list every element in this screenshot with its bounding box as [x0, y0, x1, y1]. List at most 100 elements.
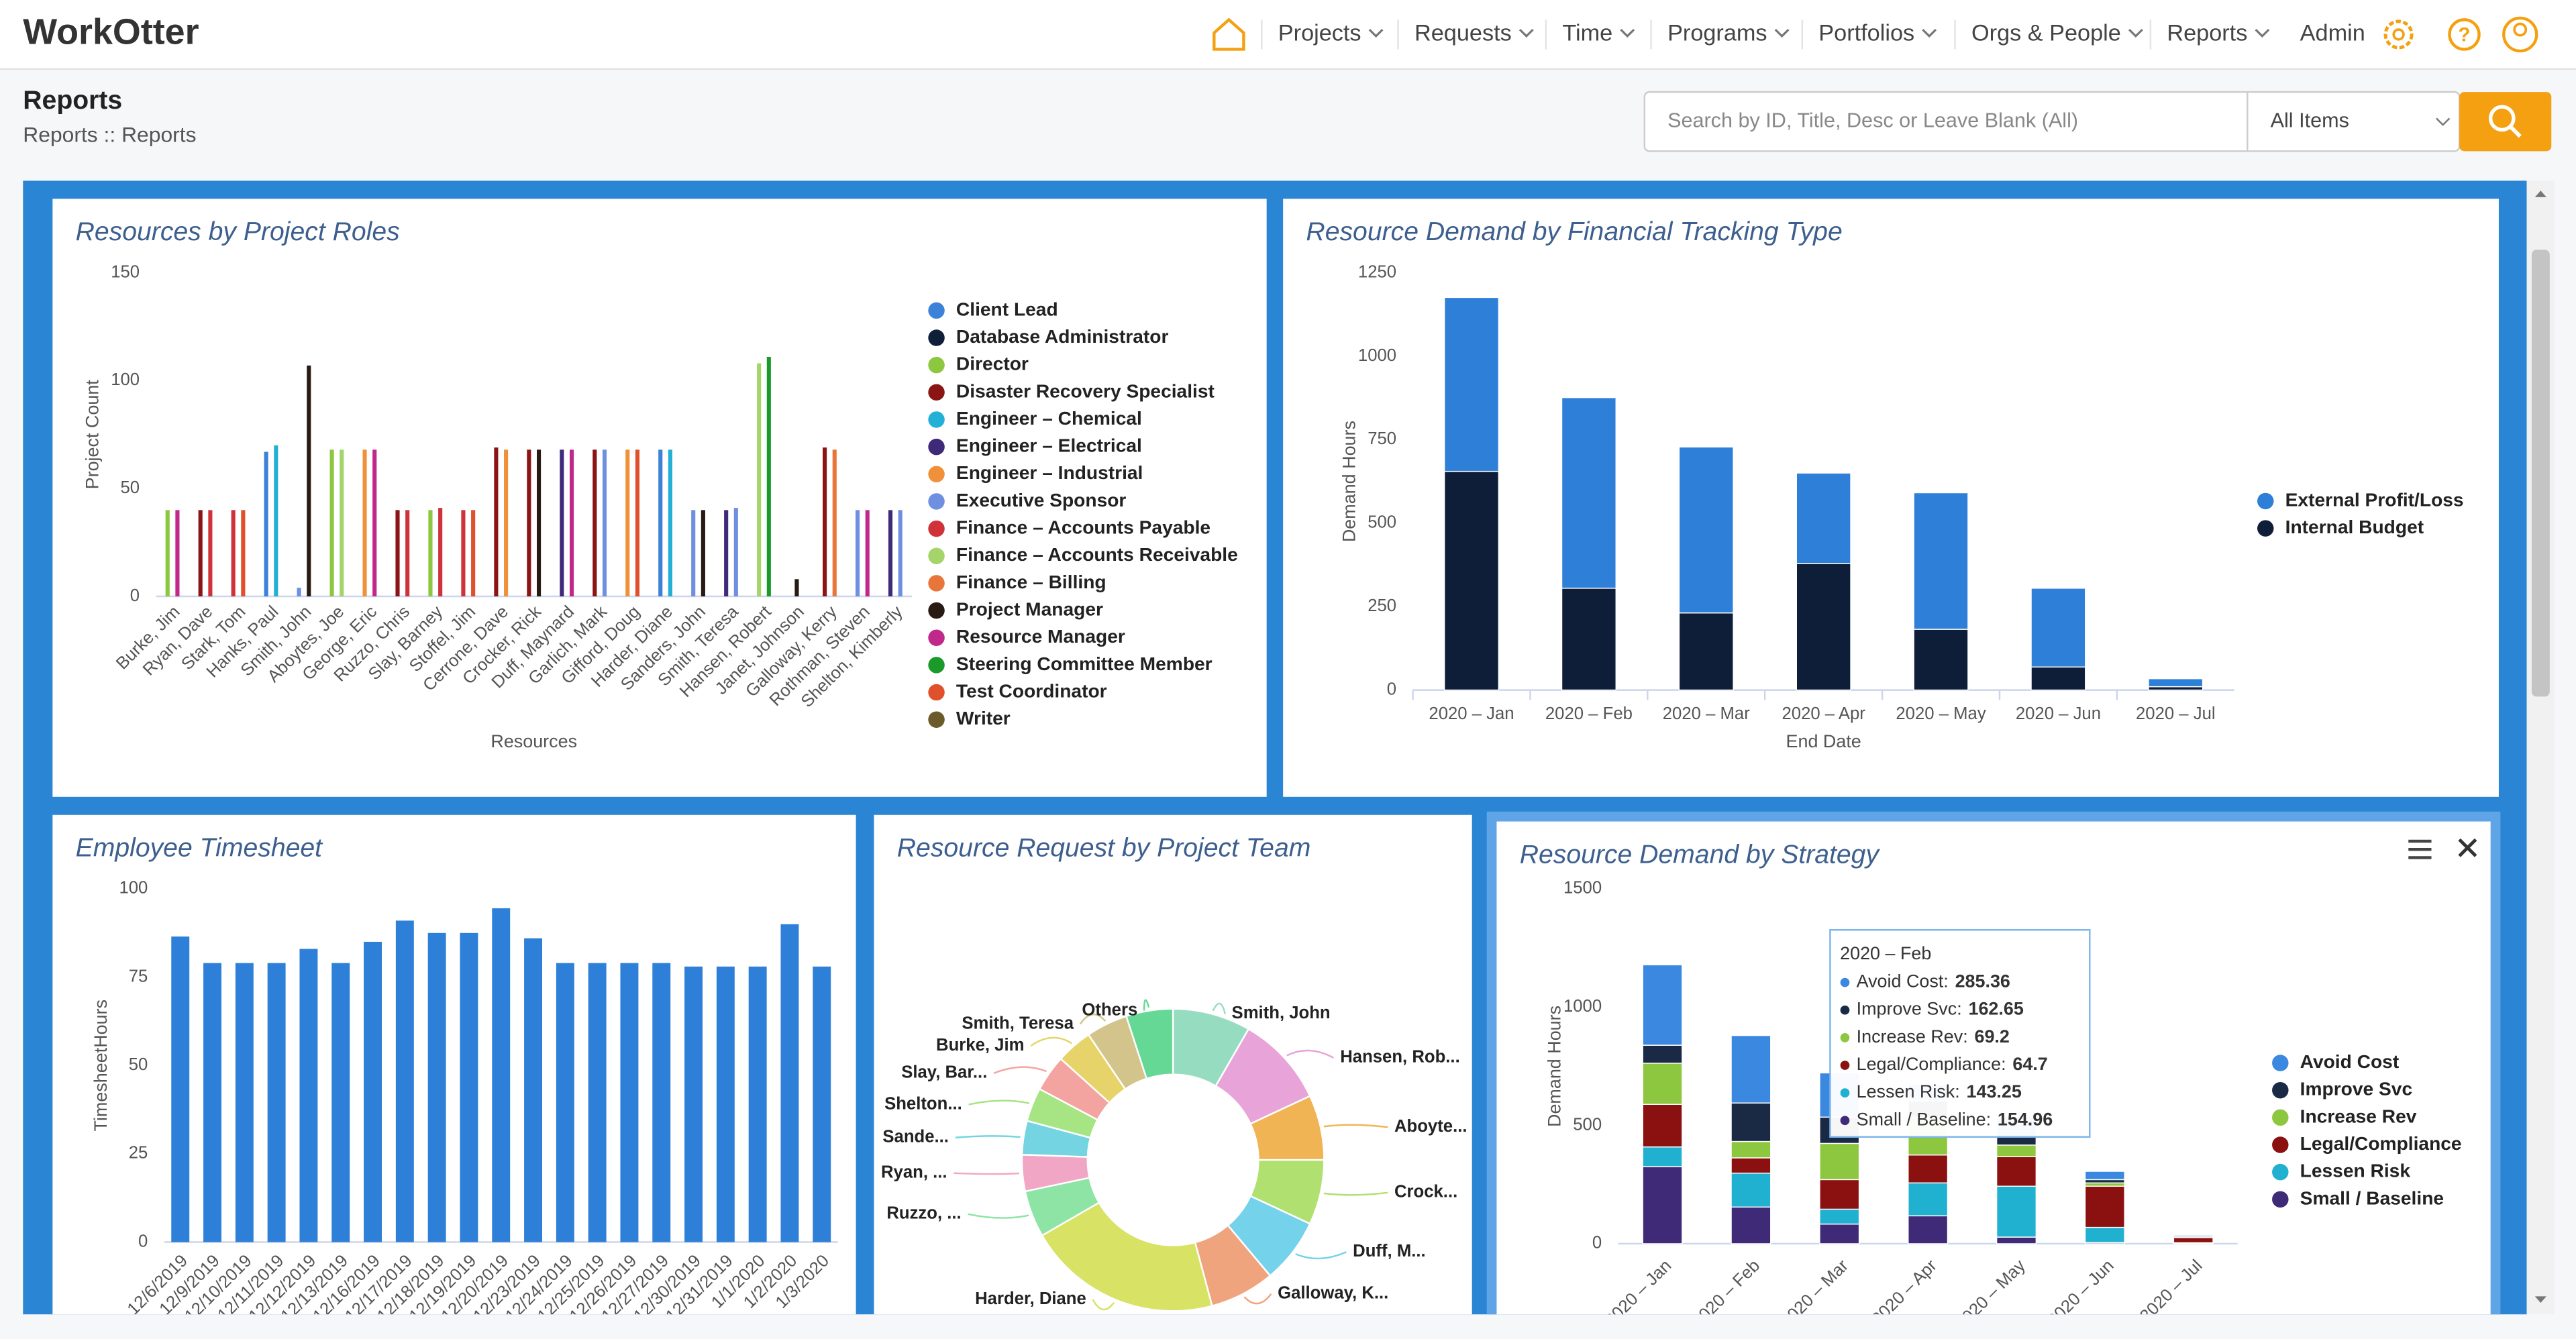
- filter-select[interactable]: All Items: [2271, 109, 2349, 131]
- bar-segment: [1908, 1215, 1949, 1244]
- legend-label[interactable]: Client Lead: [956, 299, 1058, 319]
- logo[interactable]: WorkOtter: [23, 12, 199, 52]
- bar: [748, 966, 767, 1242]
- legend-marker: [2272, 1191, 2289, 1208]
- legend-marker: [928, 711, 945, 728]
- menu-item[interactable]: Time: [1562, 20, 1612, 46]
- bar: [813, 966, 831, 1242]
- bar: [691, 510, 696, 597]
- bar-segment: [1819, 1208, 1860, 1225]
- settings-icon[interactable]: [2383, 19, 2414, 50]
- bar: [299, 949, 318, 1242]
- legend-label[interactable]: Test Coordinator: [956, 680, 1107, 701]
- bar-segment: [1908, 1154, 1949, 1184]
- tooltip-label: Legal/Compliance:: [1857, 1054, 2006, 1074]
- connector: [1286, 1049, 1335, 1059]
- legend-label[interactable]: Executive Sponsor: [956, 490, 1126, 511]
- bar: [428, 510, 433, 597]
- menu-item[interactable]: Requests: [1414, 20, 1512, 46]
- connector: [955, 1135, 1021, 1138]
- data-label: Crock...: [1394, 1183, 1457, 1201]
- data-label: Smith, Teresa: [962, 1014, 1074, 1032]
- breadcrumb[interactable]: Reports :: Reports: [23, 123, 196, 147]
- bar: [362, 449, 367, 597]
- bar: [527, 449, 531, 597]
- tooltip-value: 143.25: [1967, 1081, 2022, 1102]
- menu-item[interactable]: Orgs & People: [1971, 20, 2121, 46]
- search-icon: [2488, 105, 2516, 132]
- menu-chevron: [2255, 28, 2270, 38]
- legend-marker: [2257, 492, 2274, 510]
- data-label: Others: [1082, 1000, 1137, 1019]
- bar-segment: [1996, 1156, 2037, 1187]
- menu-item[interactable]: Reports: [2167, 20, 2247, 46]
- bar: [165, 510, 170, 597]
- user-icon[interactable]: [2502, 16, 2538, 53]
- menu-item[interactable]: Projects: [1278, 20, 1361, 46]
- bar-segment: [1678, 446, 1734, 614]
- legend-label[interactable]: Writer: [956, 708, 1011, 729]
- legend-label[interactable]: Engineer – Electrical: [956, 435, 1142, 456]
- bar: [588, 963, 607, 1242]
- legend-label[interactable]: Engineer – Industrial: [956, 462, 1143, 483]
- close-icon[interactable]: [2458, 838, 2477, 857]
- legend-label[interactable]: Disaster Recovery Specialist: [956, 380, 1215, 401]
- search-button[interactable]: [2459, 92, 2552, 152]
- legend-label[interactable]: Database Administrator: [956, 326, 1169, 347]
- y-tick-label: 750: [1368, 429, 1396, 448]
- bar: [492, 908, 511, 1242]
- data-label: Duff, M...: [1353, 1242, 1425, 1261]
- connector: [1212, 1002, 1226, 1014]
- help-icon[interactable]: [2448, 18, 2481, 51]
- legend-label[interactable]: Steering Committee Member: [956, 653, 1213, 674]
- connector: [1295, 1251, 1347, 1260]
- bar-segment: [2173, 1234, 2214, 1238]
- legend-label[interactable]: Finance – Accounts Receivable: [956, 544, 1238, 565]
- tooltip-row: Avoid Cost: 285.36: [1857, 971, 2010, 992]
- connector: [1030, 1036, 1072, 1047]
- chart-panel: Resource Demand by Financial Tracking Ty…: [1306, 217, 2463, 751]
- x-tick-label: 2020 – Jan: [1429, 704, 1514, 723]
- legend-label[interactable]: Project Manager: [956, 599, 1103, 620]
- home-icon[interactable]: [1213, 17, 1245, 51]
- menu-chevron: [1518, 28, 1534, 38]
- menu-item[interactable]: Portfolios: [1818, 20, 1914, 46]
- legend-label[interactable]: Internal Budget: [2285, 517, 2424, 537]
- bar: [171, 936, 190, 1242]
- legend-marker: [2272, 1136, 2289, 1153]
- menu-item[interactable]: Admin: [2300, 20, 2365, 46]
- legend-label[interactable]: Finance – Billing: [956, 572, 1106, 592]
- page-title: Reports: [23, 86, 122, 115]
- legend-label[interactable]: Improve Svc: [2300, 1079, 2412, 1100]
- menu-item[interactable]: Programs: [1667, 20, 1767, 46]
- bar-segment: [1908, 1182, 1949, 1217]
- legend-label[interactable]: Engineer – Chemical: [956, 408, 1142, 429]
- legend-marker: [928, 493, 945, 510]
- connector: [1092, 1299, 1115, 1311]
- legend-label[interactable]: Finance – Accounts Payable: [956, 517, 1210, 538]
- legend-label[interactable]: Lessen Risk: [2300, 1161, 2411, 1181]
- legend-label[interactable]: Avoid Cost: [2300, 1051, 2400, 1072]
- scrollbar-thumb[interactable]: [2531, 250, 2550, 697]
- bar-segment: [1642, 1146, 1683, 1167]
- connector: [1323, 1191, 1388, 1196]
- menu-icon[interactable]: [2408, 839, 2432, 859]
- x-tick-label: 2020 – Feb: [1545, 704, 1633, 723]
- legend-label[interactable]: Legal/Compliance: [2300, 1133, 2462, 1154]
- search-placeholder: Search by ID, Title, Desc or Leave Blank…: [1667, 109, 2078, 131]
- legend-label[interactable]: External Profit/Loss: [2285, 489, 2464, 510]
- legend-label[interactable]: Resource Manager: [956, 626, 1125, 647]
- bar: [494, 447, 499, 597]
- bar-segment: [1996, 1144, 2037, 1157]
- bar: [274, 445, 278, 597]
- legend-label[interactable]: Director: [956, 354, 1029, 374]
- legend-label[interactable]: Increase Rev: [2300, 1106, 2417, 1126]
- y-tick-label: 0: [138, 1232, 148, 1250]
- bar-segment: [1642, 1166, 1683, 1244]
- legend-marker: [2272, 1081, 2289, 1099]
- legend-marker: [928, 411, 945, 428]
- legend-marker: [2257, 520, 2274, 537]
- legend-label[interactable]: Small / Baseline: [2300, 1187, 2444, 1208]
- bar: [888, 510, 893, 597]
- bar: [794, 579, 799, 597]
